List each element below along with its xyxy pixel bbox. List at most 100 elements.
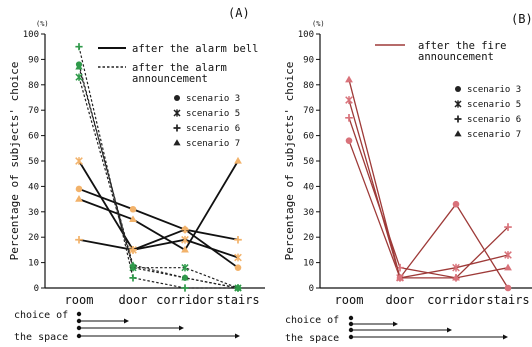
sequence-arrow-head <box>179 325 184 331</box>
choice-label-line1: choice of <box>14 310 68 321</box>
y-tick-label: 60 <box>28 132 39 142</box>
sequence-arrow-head <box>124 318 129 324</box>
data-point <box>504 284 512 292</box>
legend-marker <box>454 130 462 137</box>
y-axis-title: Percentage of subjects' choice <box>8 62 21 261</box>
data-point <box>504 263 512 271</box>
y-tick-label: 20 <box>303 233 314 243</box>
panel-label: (A) <box>228 6 250 20</box>
y-tick-label: 50 <box>28 157 39 167</box>
legend-marker-label: scenario 5 <box>467 100 521 110</box>
y-tick-label: 80 <box>28 81 39 91</box>
series-line <box>348 79 509 279</box>
x-tick-label: corridor <box>156 293 214 307</box>
x-tick-label: corridor <box>427 293 485 307</box>
y-tick-label: 100 <box>298 30 314 40</box>
choice-label-line2: the space <box>14 332 68 343</box>
y-tick-label: 70 <box>303 106 314 116</box>
legend-marker-label: scenario 7 <box>186 139 240 149</box>
series-line <box>78 160 239 252</box>
data-point <box>234 253 242 262</box>
chart-panel-b: (B) (%) 0 10 20 30 40 50 60 70 80 90 100 room door corr… <box>283 12 532 307</box>
data-point <box>345 137 353 144</box>
data-point <box>75 157 83 165</box>
legend-marker-label: scenario 6 <box>186 124 240 134</box>
legend-label: after the alarm announcement <box>132 62 227 85</box>
y-tick-label: 90 <box>28 55 39 65</box>
sequence-arrow-head <box>393 321 398 327</box>
y-tick-label: 70 <box>28 106 39 116</box>
data-point <box>234 156 242 164</box>
legend-label: after the alarm bell <box>132 43 258 55</box>
chart-panel-a: (A) (%) 0 10 20 30 40 50 60 70 80 90 100 room door corr… <box>8 6 265 307</box>
y-tick-label: 40 <box>303 182 314 192</box>
legend-marker <box>173 124 181 132</box>
legend-marker <box>455 86 461 92</box>
data-point <box>345 75 353 83</box>
choice-label-line2: the space <box>285 333 339 344</box>
data-point <box>234 264 242 271</box>
data-point <box>181 245 189 253</box>
legend-marker <box>454 100 462 108</box>
data-point <box>181 263 189 272</box>
data-point <box>181 273 189 281</box>
x-tick-label: door <box>119 293 148 307</box>
data-point <box>129 246 137 254</box>
y-tick-label: 30 <box>303 208 314 218</box>
data-point <box>234 284 242 291</box>
y-tick-label: 30 <box>28 208 39 218</box>
y-unit: (%) <box>36 20 49 28</box>
data-point <box>129 274 137 282</box>
y-tick-label: 10 <box>28 259 39 269</box>
legend-marker <box>173 139 181 146</box>
data-point <box>75 63 83 70</box>
y-tick-label: 0 <box>309 284 314 294</box>
data-point <box>345 114 353 122</box>
y-tick-label: 40 <box>28 182 39 192</box>
sequence-arrow-head <box>503 334 508 340</box>
data-point <box>452 273 460 281</box>
data-point <box>181 235 189 244</box>
x-tick-label: room <box>335 293 364 307</box>
data-point <box>129 205 137 213</box>
data-point <box>181 284 189 292</box>
legend-marker <box>174 95 180 101</box>
series-line <box>348 117 509 279</box>
x-tick-label: room <box>65 293 94 307</box>
sequence-start-dot <box>348 315 354 321</box>
series-line <box>78 46 238 289</box>
data-point <box>504 223 512 231</box>
sequence-arrow-head <box>447 327 452 333</box>
series-line <box>348 140 509 289</box>
y-axis-title: Percentage of subjects' choice <box>283 62 296 261</box>
data-point <box>452 200 460 208</box>
choice-label-line1: choice of <box>285 315 339 326</box>
data-point <box>396 273 404 281</box>
legend-marker-label: scenario 3 <box>467 85 521 95</box>
legend-marker <box>173 109 181 117</box>
y-tick-label: 10 <box>303 259 314 269</box>
y-tick-label: 20 <box>28 233 39 243</box>
series-line <box>78 66 239 289</box>
y-tick-label: 100 <box>23 30 39 40</box>
x-tick-label: door <box>386 293 415 307</box>
data-point <box>181 225 189 234</box>
legend-label: after the fire announcement <box>418 40 507 63</box>
legend-marker <box>454 115 462 123</box>
panel-label: (B) <box>511 12 532 26</box>
data-point <box>504 251 512 259</box>
x-tick-label: stairs <box>486 293 529 307</box>
series-line <box>78 77 239 289</box>
series-line <box>78 160 239 259</box>
y-tick-label: 60 <box>303 132 314 142</box>
data-point <box>75 195 83 202</box>
y-unit: (%) <box>312 20 325 28</box>
sequence-start-dot <box>76 311 82 317</box>
y-tick-label: 50 <box>303 157 314 167</box>
data-point <box>129 261 137 268</box>
legend-marker-label: scenario 5 <box>186 109 240 119</box>
data-point <box>75 185 83 193</box>
y-tick-label: 0 <box>34 284 39 294</box>
data-point <box>75 235 83 244</box>
